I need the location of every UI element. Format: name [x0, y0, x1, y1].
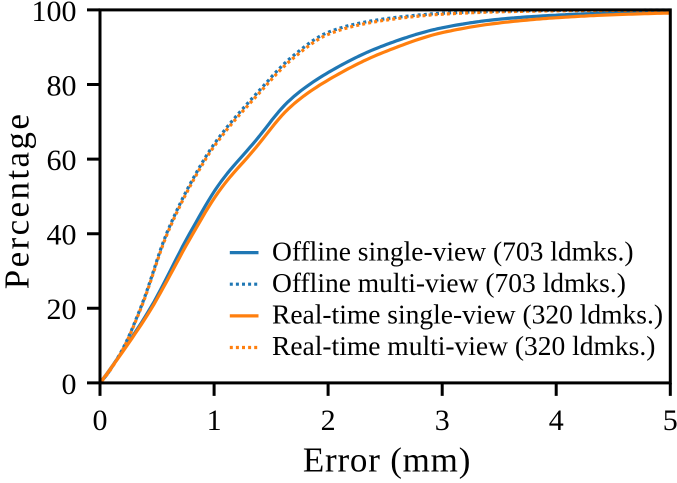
svg-text:Offline single-view (703 ldmks: Offline single-view (703 ldmks.) — [272, 235, 634, 266]
svg-text:5: 5 — [663, 404, 677, 437]
svg-text:2: 2 — [321, 404, 336, 437]
svg-text:1: 1 — [207, 404, 222, 437]
svg-text:40: 40 — [47, 219, 77, 252]
svg-text:Error (mm): Error (mm) — [303, 441, 471, 480]
svg-text:20: 20 — [47, 293, 77, 326]
svg-text:0: 0 — [93, 404, 108, 437]
svg-text:Percentage: Percentage — [0, 112, 37, 290]
svg-text:Offline multi-view (703 ldmks.: Offline multi-view (703 ldmks.) — [272, 267, 626, 298]
svg-text:0: 0 — [62, 368, 77, 401]
svg-text:Real-time single-view (320 ldm: Real-time single-view (320 ldmks.) — [272, 299, 663, 330]
svg-text:60: 60 — [47, 144, 77, 177]
svg-text:Real-time multi-view (320 ldmk: Real-time multi-view (320 ldmks.) — [272, 330, 655, 361]
svg-text:80: 80 — [47, 69, 77, 102]
svg-text:100: 100 — [32, 0, 77, 28]
svg-text:4: 4 — [549, 404, 564, 437]
svg-text:3: 3 — [435, 404, 450, 437]
